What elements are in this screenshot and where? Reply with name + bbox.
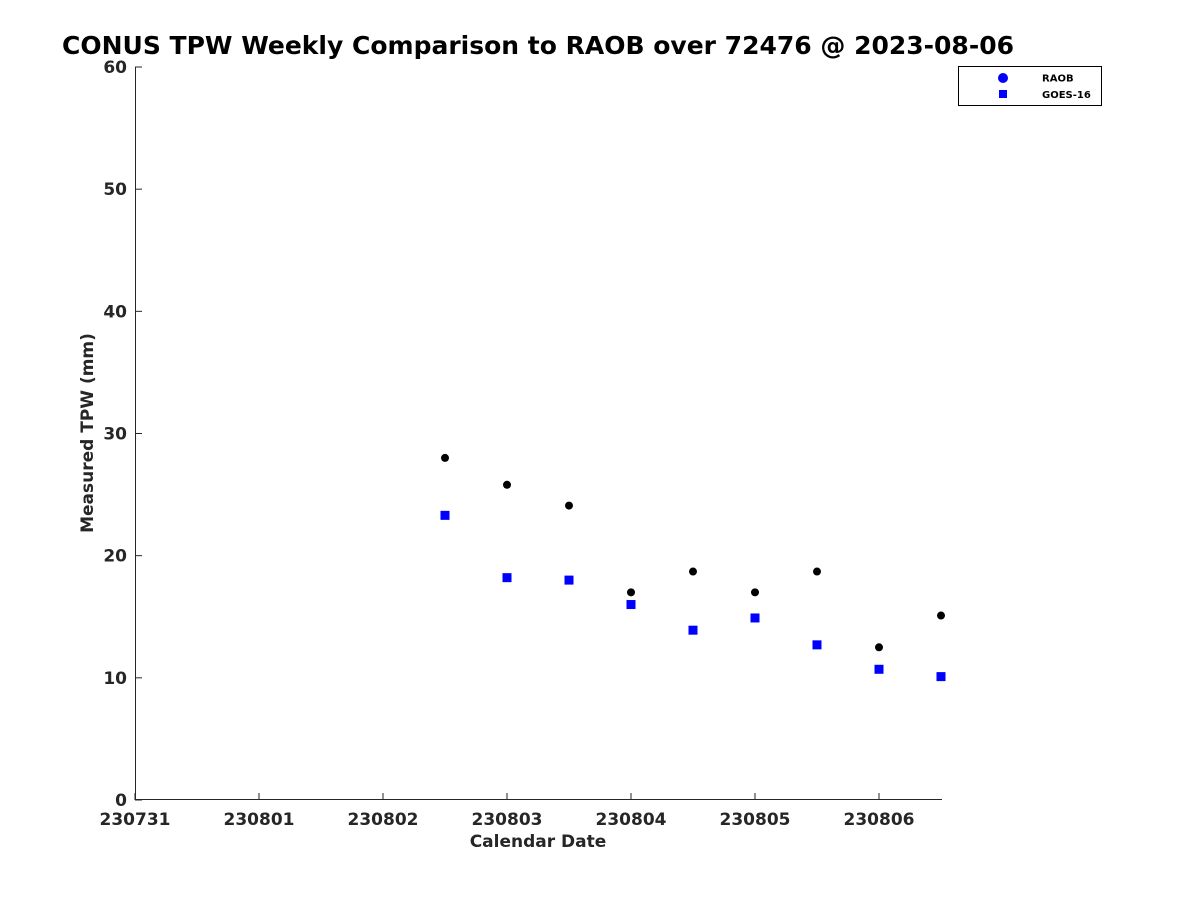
legend-raob-label: RAOB bbox=[1042, 74, 1074, 85]
y-tick-label: 30 bbox=[103, 425, 127, 445]
data-points bbox=[440, 453, 946, 682]
legend-goes-marker bbox=[999, 90, 1007, 98]
x-tick-label: 230801 bbox=[224, 810, 295, 830]
x-axis-label: Calendar Date bbox=[470, 832, 607, 852]
raob-point bbox=[751, 588, 759, 597]
raob-point bbox=[813, 567, 821, 576]
y-tick-label: 20 bbox=[103, 547, 127, 567]
chart-title: CONUS TPW Weekly Comparison to RAOB over… bbox=[62, 31, 1014, 60]
legend-raob-marker bbox=[998, 73, 1008, 83]
x-tick-label: 230731 bbox=[100, 810, 171, 830]
plot-axes bbox=[135, 67, 942, 800]
goes16-point bbox=[564, 575, 574, 585]
x-tick-label: 230806 bbox=[844, 810, 915, 830]
x-axis-ticks: 230731 230801 230802 230803 230804 230805 2308… bbox=[100, 793, 915, 830]
x-tick-label: 230803 bbox=[472, 810, 543, 830]
raob-point bbox=[689, 567, 697, 576]
legend: RAOB GOES-16 bbox=[958, 66, 1102, 106]
goes16-point bbox=[812, 640, 822, 650]
legend-goes-label: GOES-16 bbox=[1042, 90, 1091, 101]
goes16-point bbox=[502, 573, 512, 583]
x-tick-label: 230805 bbox=[720, 810, 791, 830]
x-tick-label: 230804 bbox=[596, 810, 667, 830]
raob-point bbox=[627, 588, 635, 597]
raob-point bbox=[875, 643, 883, 652]
y-axis-label: Measured TPW (mm) bbox=[78, 333, 98, 533]
raob-point bbox=[937, 611, 945, 620]
goes16-point bbox=[688, 625, 698, 635]
y-tick-label: 0 bbox=[115, 791, 127, 811]
goes16-point bbox=[874, 664, 884, 674]
goes16-point bbox=[626, 600, 636, 610]
goes16-point bbox=[440, 510, 450, 520]
y-tick-label: 40 bbox=[103, 302, 127, 322]
y-tick-label: 10 bbox=[103, 669, 127, 689]
raob-point bbox=[441, 453, 449, 462]
raob-point bbox=[565, 501, 573, 510]
y-tick-label: 60 bbox=[103, 58, 127, 78]
y-axis-ticks: 0 10 20 30 40 50 60 bbox=[103, 58, 142, 811]
y-tick-label: 50 bbox=[103, 180, 127, 200]
raob-point bbox=[503, 480, 511, 489]
x-tick-label: 230802 bbox=[348, 810, 419, 830]
goes16-point bbox=[936, 672, 946, 682]
goes16-point bbox=[750, 613, 760, 623]
legend-box bbox=[958, 66, 1102, 106]
